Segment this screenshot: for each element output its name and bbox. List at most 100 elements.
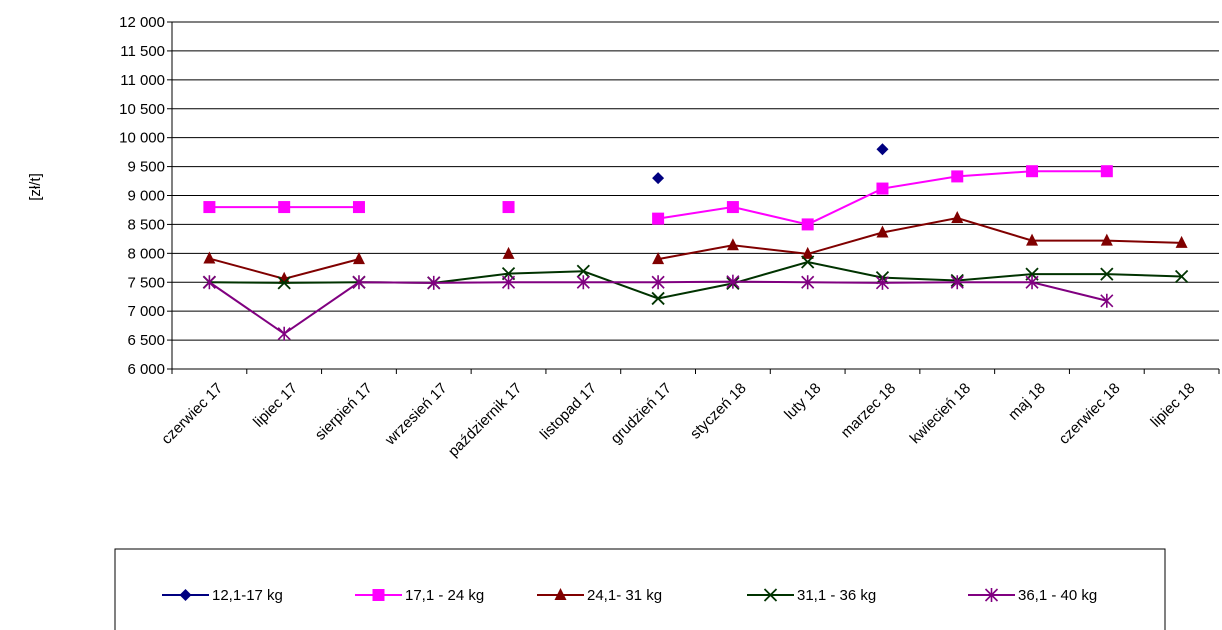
series-line bbox=[209, 260, 1182, 300]
legend-item: 24,1- 31 kg bbox=[537, 587, 662, 604]
marker-square bbox=[1100, 165, 1113, 178]
legend-item: 31,1 - 36 kg bbox=[747, 587, 876, 604]
y-tick-label: 7 500 bbox=[127, 274, 165, 291]
marker-star bbox=[1100, 293, 1114, 308]
series-line bbox=[657, 170, 1107, 226]
marker-x bbox=[576, 264, 590, 278]
legend-item: 17,1 - 24 kg bbox=[355, 587, 484, 604]
y-axis-ticks: 6 000 6 500 7 000 7 500 8 000 8 500 9 000 9 500… bbox=[119, 14, 172, 378]
marker-triangle bbox=[951, 211, 964, 224]
y-tick-label: 9 500 bbox=[127, 159, 165, 176]
x-tick-label: październik 17 bbox=[445, 380, 525, 460]
x-tick-label: maj 18 bbox=[1005, 380, 1049, 424]
marker-star bbox=[277, 326, 291, 341]
marker-square bbox=[951, 170, 964, 183]
y-tick-label: 9 000 bbox=[127, 188, 165, 205]
marker-triangle bbox=[726, 238, 739, 251]
x-tick-label: kwiecień 18 bbox=[907, 380, 974, 447]
series-1 bbox=[652, 143, 889, 185]
x-tick-label: czerwiec 17 bbox=[158, 380, 226, 448]
y-tick-label: 12 000 bbox=[119, 14, 165, 31]
marker-square bbox=[372, 589, 385, 601]
marker-triangle bbox=[801, 246, 814, 259]
marker-star bbox=[726, 274, 740, 289]
x-tick-label: marzec 18 bbox=[838, 380, 900, 442]
marker-diamond bbox=[179, 589, 192, 601]
gridlines bbox=[172, 21, 1219, 370]
marker-triangle bbox=[203, 251, 216, 264]
y-axis-label: [zł/t] bbox=[27, 173, 44, 201]
series-4 bbox=[202, 255, 1189, 306]
marker-x bbox=[801, 255, 815, 269]
series-3 bbox=[203, 211, 1188, 284]
series-5 bbox=[202, 274, 1114, 341]
marker-triangle bbox=[652, 252, 665, 265]
legend-label: 24,1- 31 kg bbox=[587, 587, 662, 604]
y-tick-label: 11 500 bbox=[120, 43, 165, 60]
marker-square bbox=[203, 201, 216, 214]
legend-item: 12,1-17 kg bbox=[162, 587, 283, 604]
marker-triangle bbox=[1100, 233, 1113, 246]
x-axis-ticks: czerwiec 17 lipiec 17 sierpień 17 wrzesień … bbox=[158, 369, 1220, 460]
marker-x bbox=[277, 276, 291, 290]
marker-diamond bbox=[652, 172, 665, 185]
series-line bbox=[208, 280, 1108, 335]
y-tick-label: 8 500 bbox=[127, 216, 165, 233]
marker-x bbox=[763, 588, 778, 602]
x-tick-label: listopad 17 bbox=[537, 380, 600, 443]
y-tick-label: 7 000 bbox=[127, 303, 165, 320]
marker-square bbox=[1026, 165, 1039, 178]
y-tick-label: 11 000 bbox=[120, 72, 165, 89]
y-tick-label: 6 000 bbox=[127, 361, 165, 378]
marker-triangle bbox=[554, 588, 567, 600]
y-tick-label: 6 500 bbox=[127, 332, 165, 349]
x-tick-label: sierpień 17 bbox=[312, 380, 376, 444]
marker-x bbox=[1174, 269, 1189, 284]
y-tick-label: 10 500 bbox=[119, 101, 165, 118]
series-2 bbox=[203, 165, 1113, 231]
x-tick-label: grudzień 17 bbox=[607, 380, 674, 447]
legend-box bbox=[114, 548, 1166, 630]
marker-square bbox=[801, 218, 814, 231]
marker-triangle bbox=[1175, 235, 1188, 248]
marker-diamond bbox=[876, 143, 889, 156]
marker-star bbox=[984, 588, 999, 602]
marker-star bbox=[352, 275, 366, 290]
marker-star bbox=[427, 275, 441, 290]
legend-item: 36,1 - 40 kg bbox=[968, 587, 1097, 604]
series-layer bbox=[202, 143, 1189, 341]
x-tick-label: lipiec 18 bbox=[1147, 380, 1198, 431]
marker-x bbox=[1100, 267, 1114, 281]
marker-square bbox=[278, 201, 291, 214]
marker-square bbox=[352, 201, 365, 214]
marker-star bbox=[202, 275, 216, 290]
y-tick-label: 8 000 bbox=[127, 245, 165, 262]
marker-x bbox=[651, 291, 665, 306]
marker-star bbox=[875, 275, 890, 290]
marker-star bbox=[501, 275, 516, 290]
marker-star bbox=[801, 275, 815, 290]
marker-triangle bbox=[1026, 233, 1039, 246]
legend-label: 17,1 - 24 kg bbox=[405, 587, 484, 604]
legend-label: 36,1 - 40 kg bbox=[1018, 587, 1097, 604]
marker-star bbox=[950, 275, 964, 290]
marker-star bbox=[651, 275, 665, 290]
legend-label: 12,1-17 kg bbox=[212, 587, 283, 604]
marker-triangle bbox=[502, 246, 515, 259]
x-tick-label: wrzesień 17 bbox=[381, 380, 450, 449]
marker-square bbox=[726, 201, 739, 214]
x-tick-label: styczeń 18 bbox=[687, 380, 750, 443]
marker-square bbox=[652, 212, 665, 225]
x-tick-label: lipiec 17 bbox=[250, 380, 301, 431]
marker-triangle bbox=[352, 252, 365, 265]
x-tick-label: luty 18 bbox=[781, 380, 824, 423]
series-line bbox=[657, 217, 1182, 261]
legend: 12,1-17 kg 17,1 - 24 kg 24,1- 31 kg 31,1 - … bbox=[114, 548, 1166, 630]
marker-square bbox=[502, 201, 515, 214]
x-tick-label: czerwiec 18 bbox=[1056, 380, 1124, 448]
y-tick-label: 10 000 bbox=[119, 130, 165, 147]
marker-triangle bbox=[876, 225, 889, 238]
legend-label: 31,1 - 36 kg bbox=[797, 587, 876, 604]
marker-star bbox=[576, 275, 590, 290]
